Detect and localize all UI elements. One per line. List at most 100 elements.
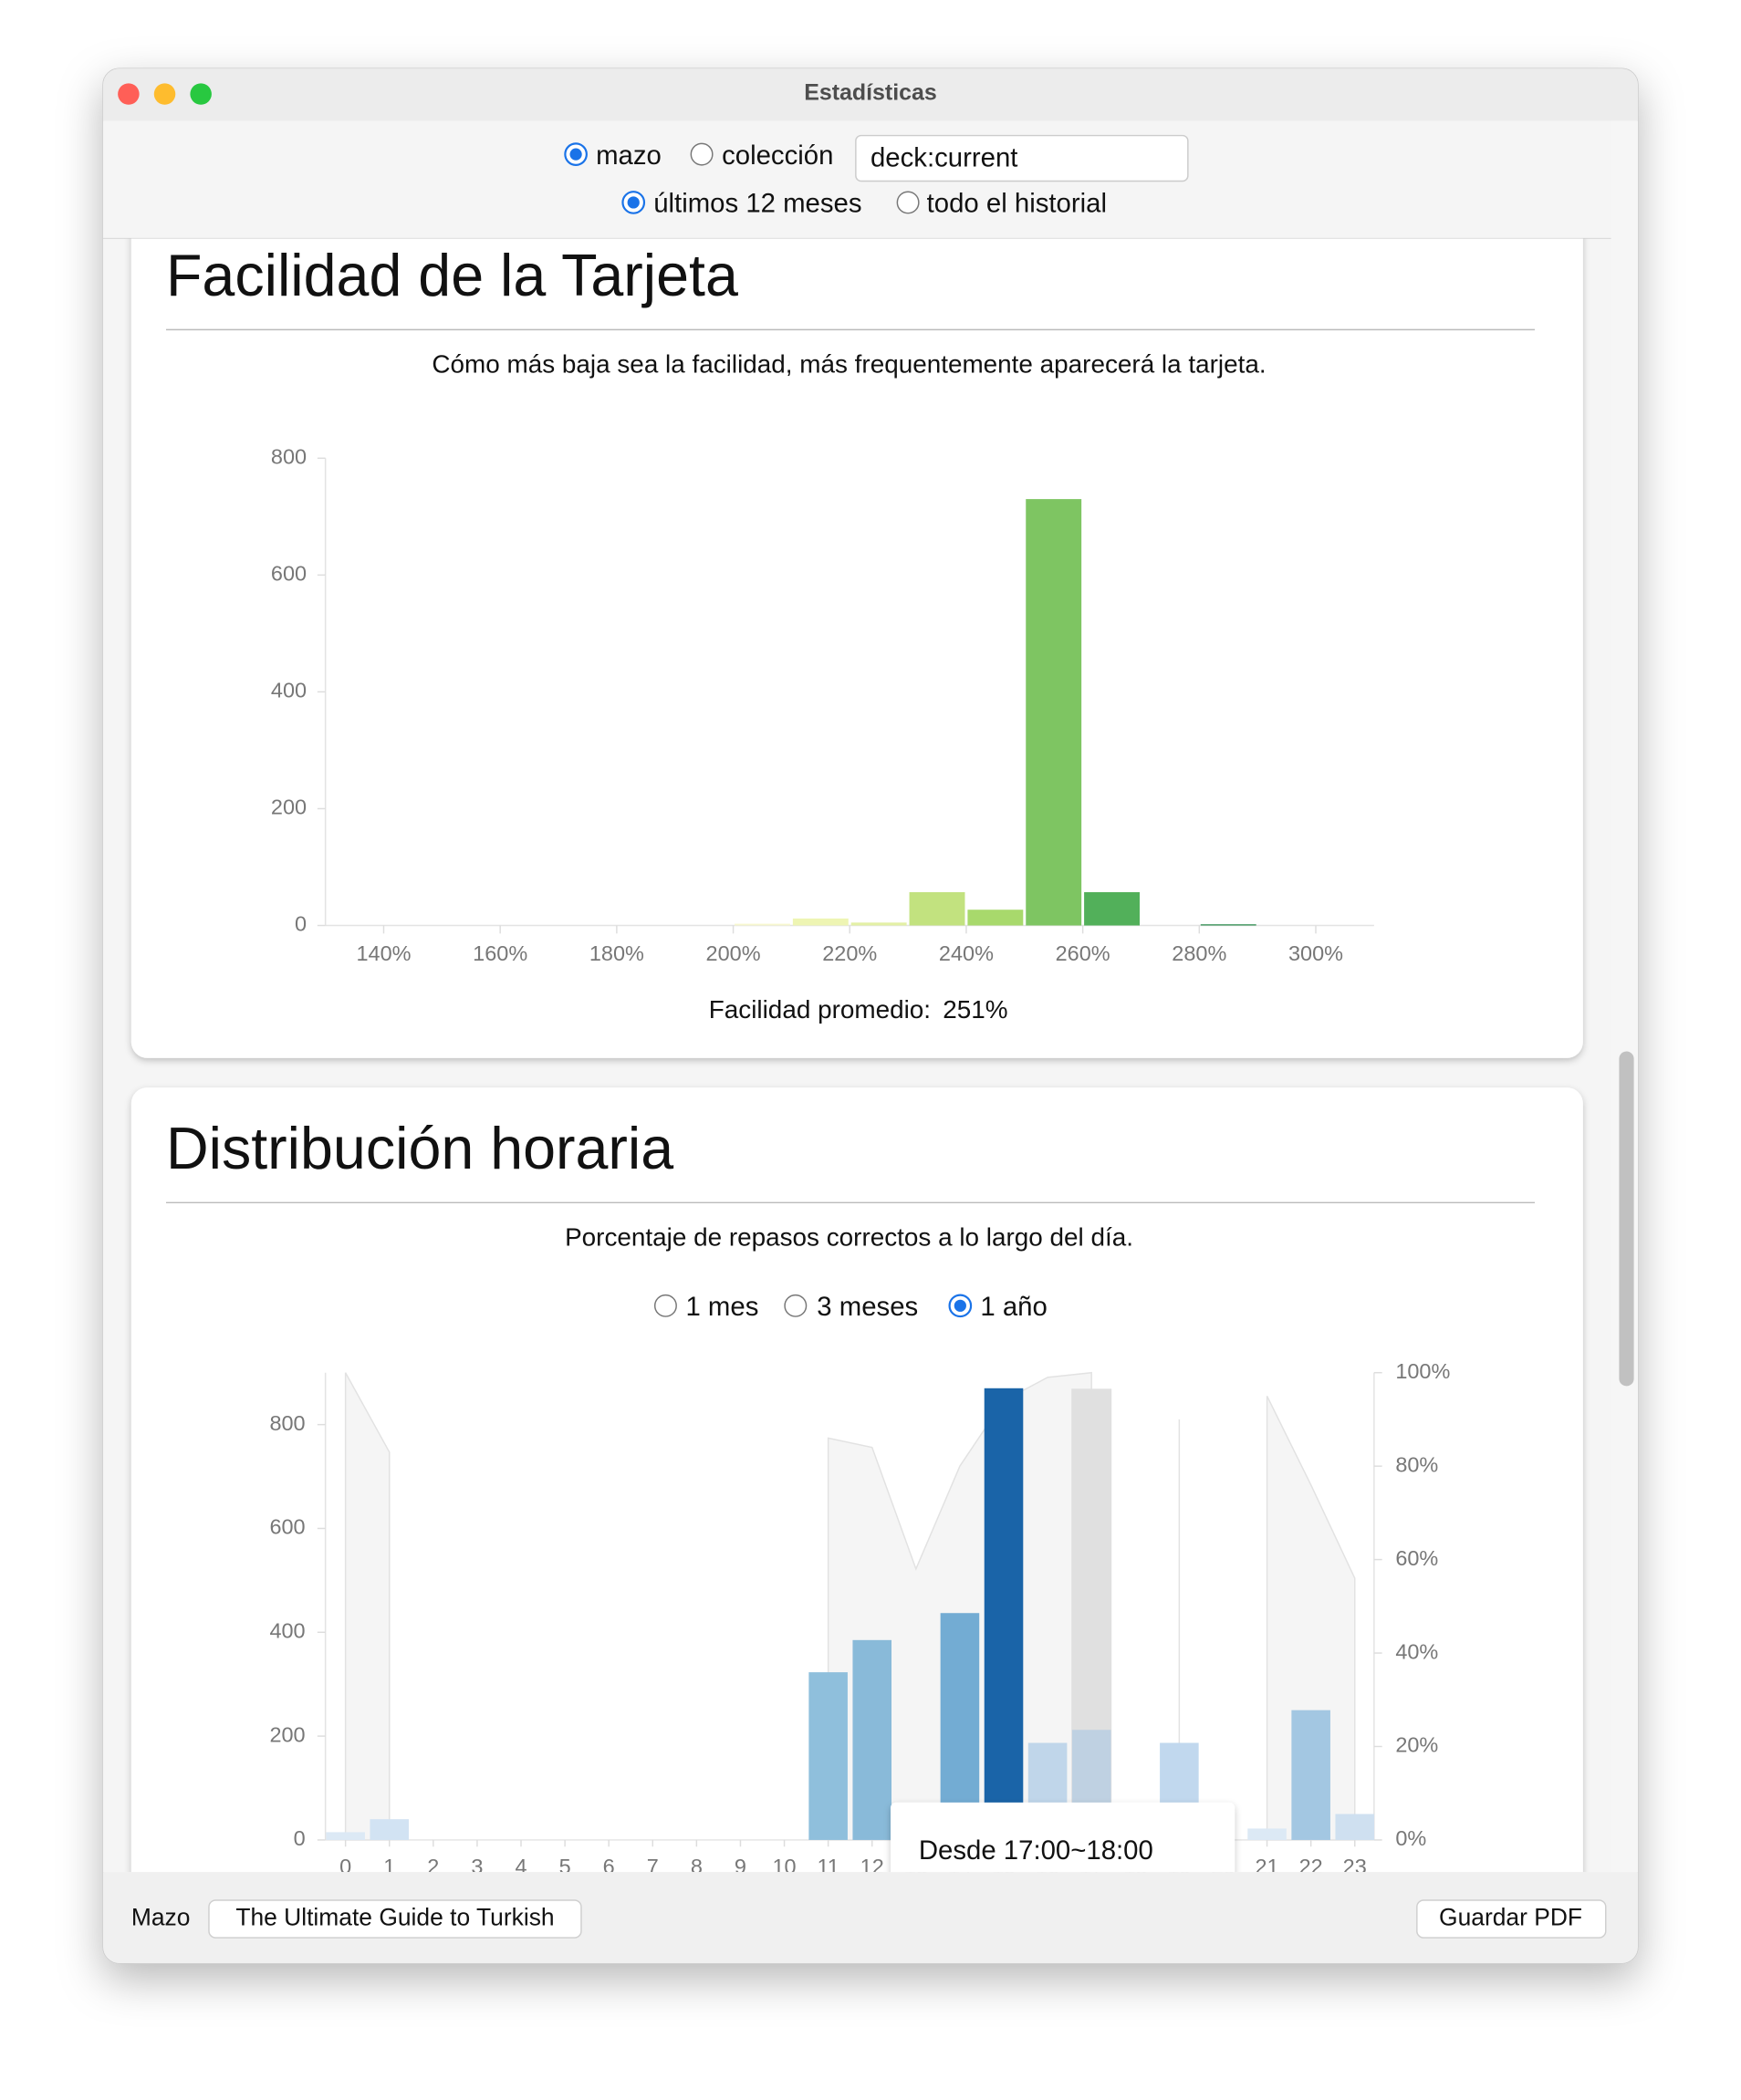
radio-label[interactable]: 1 mes [685,1292,758,1322]
y-tick-label: 800 [269,1411,305,1435]
content: Facilidad de la Tarjeta Cómo más baja se… [103,238,1611,1878]
x-tick-label: 140% [356,941,411,965]
x-tick-label: 11 [817,1855,839,1878]
close-button[interactable] [118,83,140,105]
tooltip-text: Desde 17:00~18:00 [919,1835,1153,1866]
save-label[interactable]: Guardar PDF [1439,1904,1582,1931]
radio-label[interactable]: colección [722,140,833,171]
x-tick-label: 9 [735,1855,746,1878]
y-tick-label: 400 [269,1618,305,1642]
zoom-button[interactable] [190,83,212,105]
x-tick-label: 12 [860,1855,884,1878]
x-tick-label: 5 [559,1855,571,1878]
x-tick-label: 0 [339,1855,351,1878]
radio[interactable] [784,1294,808,1317]
y-tick-label: 200 [271,795,307,819]
x-tick-label: 21 [1256,1855,1279,1878]
footer [103,1872,1638,1963]
search-input[interactable] [855,134,1189,182]
radio-dot [627,196,640,209]
bar [984,1388,1024,1840]
bar [370,1819,410,1840]
y2-tick-label: 60% [1395,1546,1438,1570]
bar [1026,499,1082,926]
scrollbar-track [1611,120,1638,1873]
bar [967,910,1024,926]
ease-chart: 0 200 400 600 800 140% 160% 180% 200% 220% 240% 260… [271,444,1374,965]
x-tick-label: 6 [603,1855,615,1878]
minimize-button[interactable] [153,83,176,105]
radio-label[interactable]: todo el historial [927,189,1107,219]
x-tick-label: 3 [471,1855,483,1878]
x-tick-label: 10 [772,1855,796,1878]
y-tick-label: 200 [269,1722,305,1746]
tooltip [891,1802,1235,1873]
correct-area [344,1371,1356,1841]
section-description: Cómo más baja sea la facilidad, más freq… [432,349,1266,378]
summary-label: Facilidad promedio: [709,995,931,1024]
radio-label[interactable]: mazo [596,140,662,171]
deck-button[interactable] [208,1899,582,1939]
radio[interactable] [690,142,714,166]
scrollbar-thumb[interactable] [1619,1051,1634,1387]
x-tick-label: 1 [383,1855,395,1878]
x-tick-label: 22 [1299,1855,1323,1878]
x-tick-label: 280% [1172,941,1226,965]
x-tick-label: 180% [589,941,644,965]
bar [808,1672,848,1840]
radio[interactable] [653,1294,677,1317]
bar [1084,892,1141,926]
y-tick-label: 0 [294,1826,306,1850]
bar [940,1613,980,1840]
y-tick-label: 600 [271,562,307,586]
radio-dot [569,148,582,161]
bar [852,1639,892,1840]
deck-name[interactable]: The Ultimate Guide to Turkish [235,1904,554,1931]
y-tick-label: 400 [271,679,307,702]
radio-label[interactable]: 3 meses [817,1292,918,1322]
x-tick-label: 220% [822,941,877,965]
section-title: Facilidad de la Tarjeta [166,243,738,308]
x-tick-label: 4 [515,1855,526,1878]
x-tick-label: 23 [1343,1855,1367,1878]
x-tick-label: 260% [1056,941,1110,965]
bar [850,922,907,926]
bar [909,892,965,926]
section-title: Distribución horaria [166,1116,673,1181]
search-text: deck:current [870,143,1017,173]
save-button[interactable] [1416,1899,1607,1939]
bar [792,918,849,926]
bar [1247,1828,1287,1840]
radio-label[interactable]: últimos 12 meses [653,189,861,219]
x-tick-label: 8 [691,1855,703,1878]
bar [1335,1814,1375,1840]
y2-tick-label: 40% [1395,1639,1438,1663]
radio-label[interactable]: 1 año [980,1292,1047,1322]
summary-value: 251% [943,995,1007,1024]
radio[interactable] [896,191,920,214]
y2-tick-label: 0% [1395,1826,1426,1850]
x-tick-label: 300% [1288,941,1343,965]
y2-tick-label: 100% [1395,1359,1450,1383]
bar [326,1832,365,1840]
deck-label: Mazo [131,1904,191,1931]
bar [1200,924,1256,926]
y-tick-label: 0 [295,912,307,936]
x-tick-label: 2 [427,1855,439,1878]
y-tick-label: 800 [271,444,307,468]
y-tick-label: 600 [269,1515,305,1539]
bar [1291,1710,1330,1840]
title-bar [103,68,1638,121]
x-tick-label: 240% [939,941,994,965]
section-description: Porcentaje de repasos correctos a lo lar… [565,1222,1133,1251]
bar [735,923,790,926]
x-tick-label: 200% [706,941,761,965]
card [130,238,1583,1058]
window-title: Estadísticas [804,80,937,106]
y2-tick-label: 80% [1395,1452,1438,1476]
radio-dot [954,1299,966,1312]
x-tick-label: 7 [647,1855,659,1878]
